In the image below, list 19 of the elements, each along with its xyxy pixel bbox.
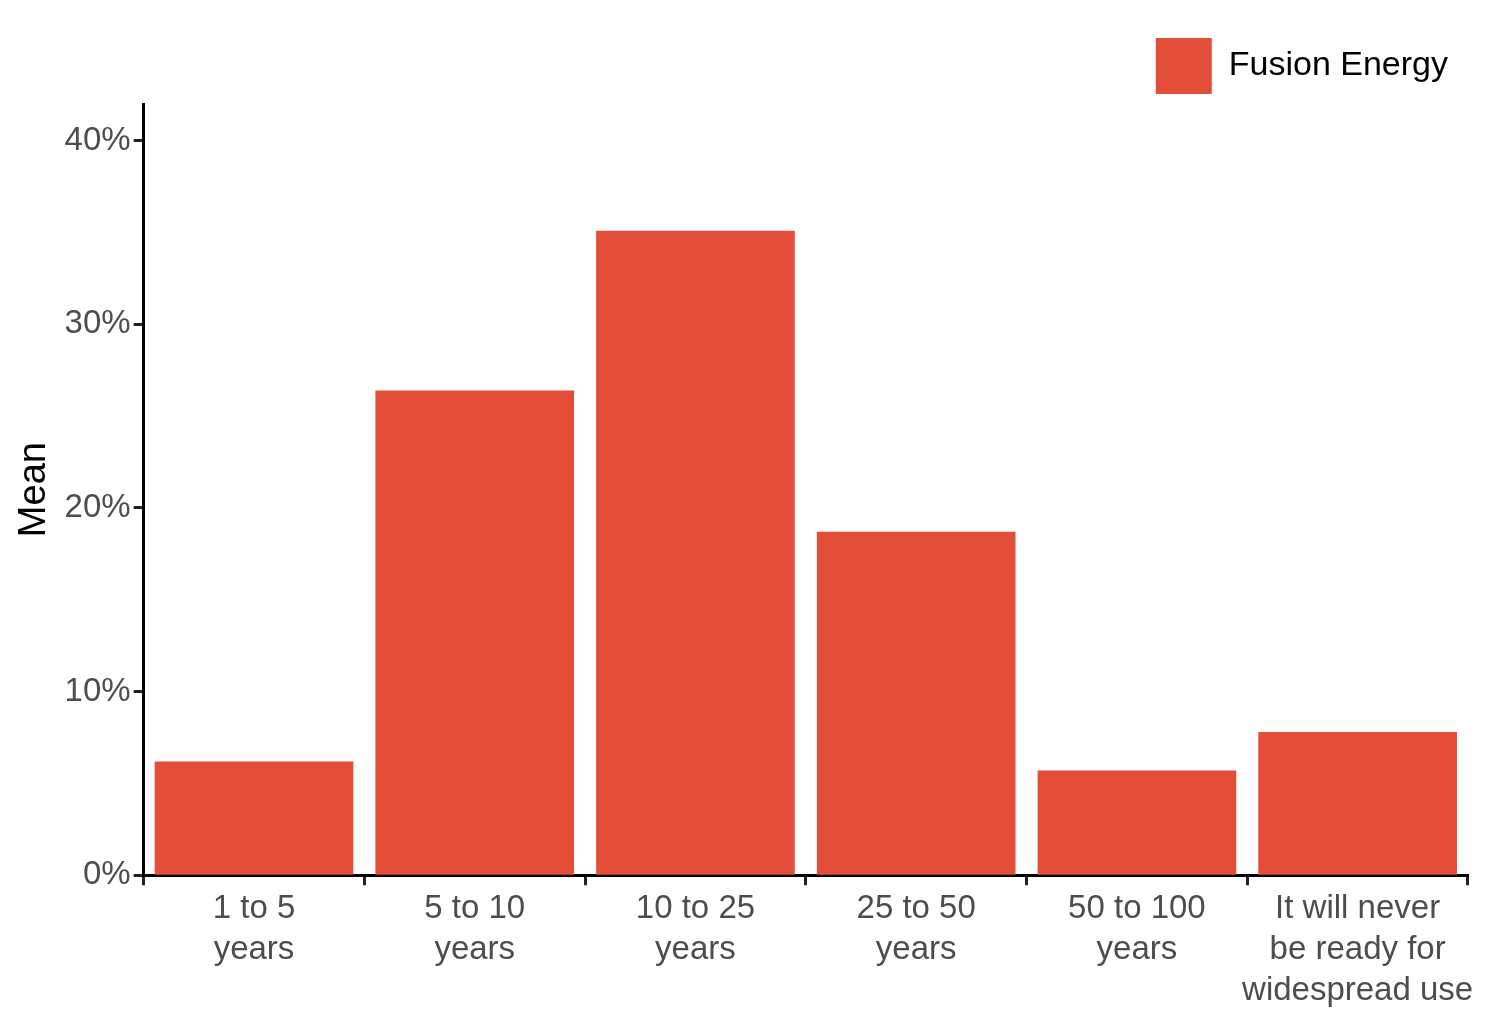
bar bbox=[154, 761, 354, 875]
y-tick-label: 0% bbox=[82, 854, 131, 892]
x-tick-label: It will never be ready for widespread use bbox=[1241, 887, 1474, 1008]
x-tick-label: 50 to 100 years bbox=[1068, 887, 1206, 967]
y-tick-label: 30% bbox=[64, 303, 131, 341]
x-tick-label: 5 to 10 years bbox=[424, 887, 526, 967]
x-tick-label: 10 to 25 years bbox=[635, 887, 756, 967]
bar bbox=[1258, 732, 1457, 875]
y-tick-label: 40% bbox=[64, 119, 131, 157]
bar bbox=[1037, 770, 1237, 875]
y-tick-label: 10% bbox=[64, 670, 131, 708]
x-tick-label: 25 to 50 years bbox=[856, 887, 976, 967]
bar bbox=[596, 230, 795, 875]
legend-label: Fusion Energy bbox=[1228, 44, 1449, 83]
y-tick-label: 20% bbox=[64, 487, 131, 525]
bar bbox=[375, 390, 575, 875]
x-tick-label: 1 to 5 years bbox=[212, 887, 296, 967]
y-axis-title: Mean bbox=[11, 442, 54, 538]
bar bbox=[816, 531, 1016, 875]
